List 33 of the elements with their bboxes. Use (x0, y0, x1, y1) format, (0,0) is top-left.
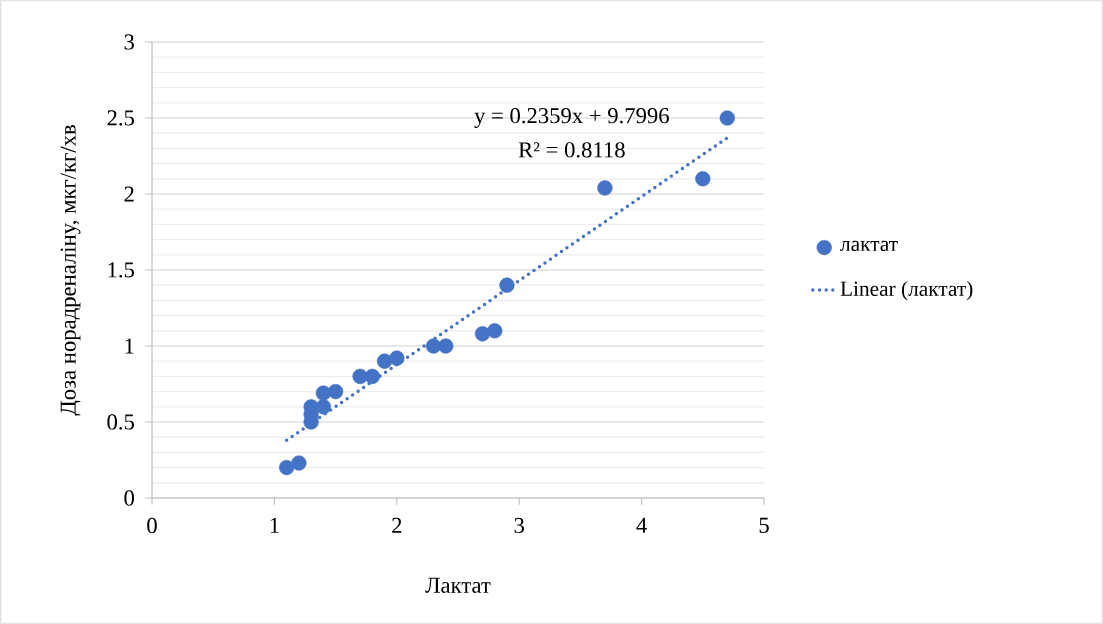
y-tick-label: 3 (124, 34, 134, 50)
x-tick-label: 3 (514, 517, 524, 534)
x-tick-label: 1 (270, 517, 279, 533)
point (291, 455, 307, 471)
y-tick-label: 2.5 (107, 110, 134, 126)
annotation: R² = 0.8118 (518, 142, 625, 158)
point (315, 399, 331, 415)
y-tick-label: 0.5 (107, 414, 134, 430)
point (487, 323, 503, 339)
y-axis-title: Доза норадреналіну, мкг/кг/хв (60, 125, 81, 416)
point (719, 110, 735, 126)
point (364, 368, 380, 384)
point (695, 171, 711, 187)
x-tick-label: 4 (636, 517, 647, 533)
point (499, 277, 515, 293)
point (279, 459, 295, 476)
legend-label: лактат (840, 240, 898, 252)
point (376, 353, 393, 369)
x-tick-label: 2 (392, 517, 402, 533)
x-axis-title: Лактат (425, 577, 491, 593)
point (328, 383, 344, 400)
y-tick-label: 1 (125, 338, 134, 354)
point (438, 338, 454, 354)
annotation: y = 0.2359x + 9.7996 (474, 108, 669, 128)
point (352, 368, 368, 384)
y-tick-label: 2 (124, 186, 134, 202)
y-tick-label: 1.5 (108, 262, 134, 278)
point (597, 180, 613, 196)
x-tick-label: 0 (147, 517, 157, 534)
y-tick-label: 0 (124, 490, 134, 506)
point (389, 350, 405, 366)
legend-label: Linear (лактат) (840, 280, 973, 301)
x-tick-label: 5 (759, 517, 769, 533)
